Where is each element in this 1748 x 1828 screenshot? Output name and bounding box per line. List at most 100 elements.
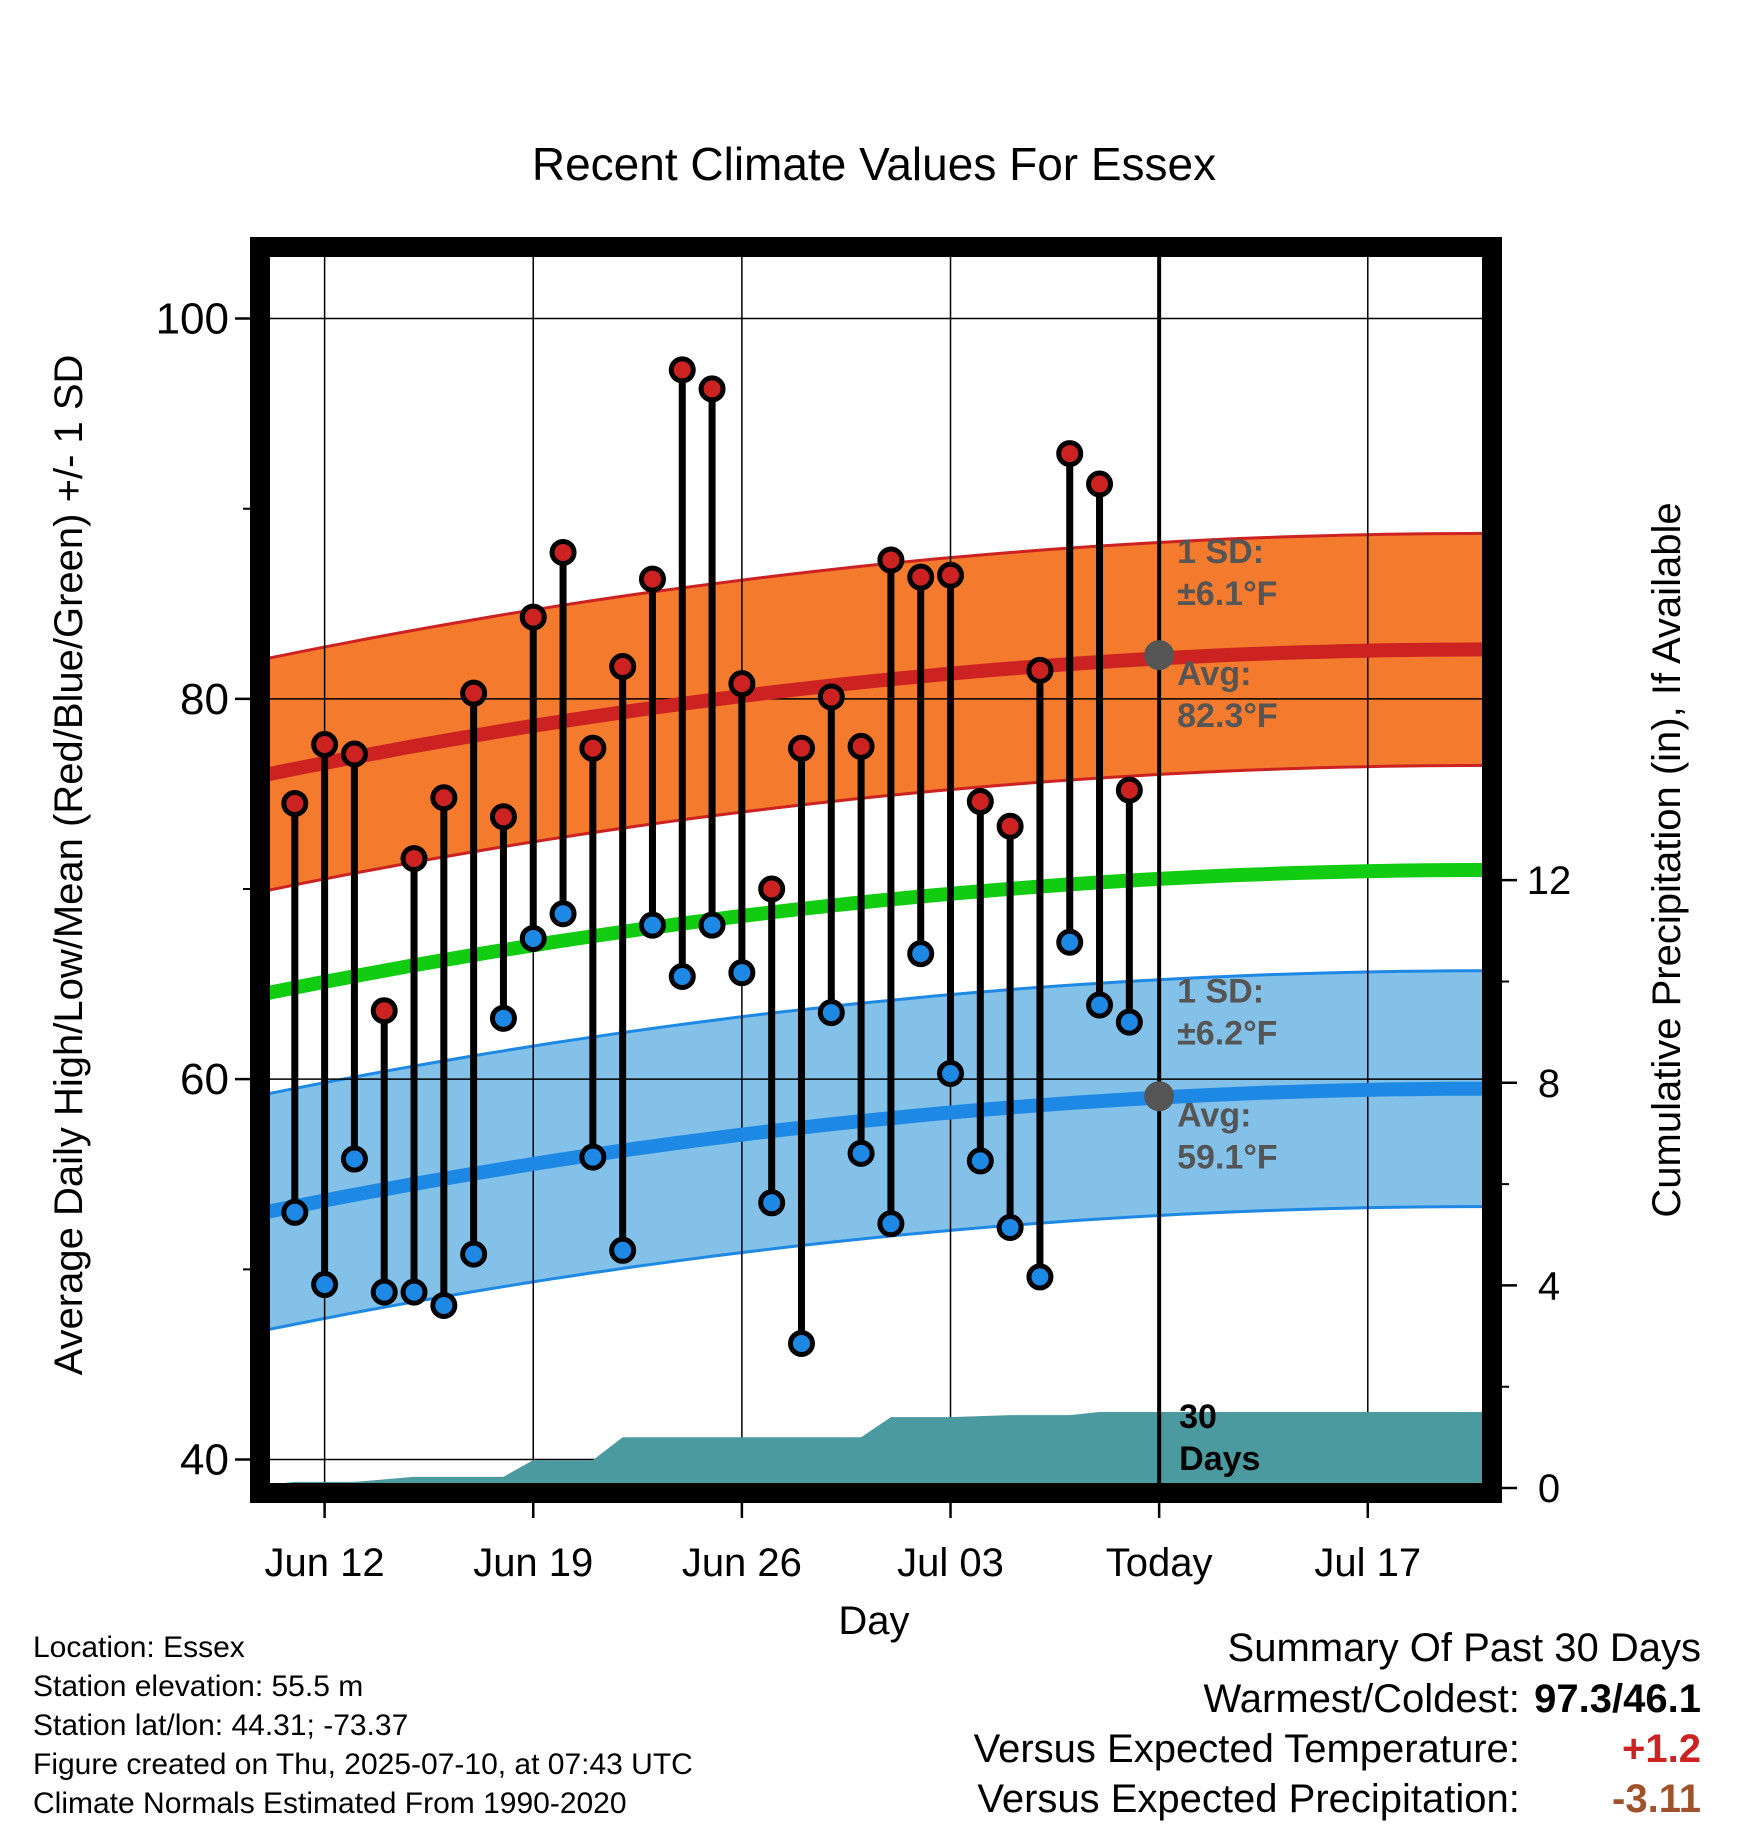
daily-low-point — [430, 1291, 458, 1319]
daily-high-point — [817, 683, 845, 711]
today-high-normal-marker — [1144, 640, 1175, 671]
daily-low-point — [1086, 991, 1114, 1019]
x-tick-label-0: Jun 12 — [265, 1541, 385, 1585]
x-axis-label: Day — [838, 1599, 909, 1643]
daily-high-point — [907, 563, 935, 591]
daily-high-point — [966, 788, 994, 816]
normal-low-band-lower-edge — [265, 1205, 1487, 1332]
summary-precip-label: Versus Expected Precipitation: — [977, 1777, 1520, 1821]
plot-area — [265, 252, 1487, 1488]
low-sd-value: ±6.2°F — [1177, 1014, 1277, 1052]
daily-high-point — [728, 670, 756, 698]
daily-low-point — [907, 940, 935, 968]
high-sd-label: 1 SD: — [1177, 533, 1264, 571]
daily-high-point — [1115, 776, 1143, 804]
summary-title: Summary Of Past 30 Days — [1227, 1626, 1701, 1670]
daily-low-point — [519, 924, 547, 952]
y-tick-label-60: 60 — [180, 1055, 229, 1104]
normal-high-band-upper-edge — [265, 531, 1487, 661]
daily-low-point — [460, 1240, 488, 1268]
x-tick-label-4: Today — [1106, 1541, 1213, 1585]
period-label-unit: Days — [1179, 1440, 1260, 1478]
daily-high-point — [877, 546, 905, 574]
daily-low-point — [1115, 1008, 1143, 1036]
low-avg-label: Avg: — [1177, 1096, 1251, 1134]
elevation-text: Station elevation: 55.5 m — [33, 1670, 364, 1703]
daily-low-point — [877, 1210, 905, 1238]
x-tick-label-1: Jun 19 — [473, 1541, 593, 1585]
normal-low-band-upper-edge — [265, 969, 1487, 1096]
daily-high-point — [430, 784, 458, 812]
summary-warmest-row: Warmest/Coldest: 97.3/46.1 — [801, 1674, 1702, 1724]
daily-high-point — [698, 375, 726, 403]
daily-high-point — [489, 803, 517, 831]
daily-low-point — [1056, 928, 1084, 956]
daily-high-point — [460, 679, 488, 707]
daily-low-point — [698, 911, 726, 939]
y2-tick-label-8: 8 — [1538, 1062, 1560, 1106]
high-avg-value: 82.3°F — [1177, 697, 1278, 735]
x-tick-label-3: Jul 03 — [897, 1541, 1004, 1585]
summary-temp-label: Versus Expected Temperature: — [973, 1727, 1520, 1771]
daily-high-point — [937, 561, 965, 589]
y2-tick-label-0: 0 — [1538, 1467, 1560, 1511]
normal-high-line — [265, 642, 1487, 782]
low-sd-label: 1 SD: — [1177, 972, 1264, 1010]
daily-low-point — [549, 900, 577, 928]
location-text: Location: Essex — [33, 1631, 245, 1664]
period-label-number: 30 — [1179, 1398, 1217, 1436]
daily-high-point — [1056, 440, 1084, 468]
daily-low-point — [966, 1147, 994, 1175]
chart-title: Recent Climate Values For Essex — [532, 138, 1216, 190]
daily-low-point — [340, 1145, 368, 1173]
daily-low-point — [638, 911, 666, 939]
daily-high-point — [847, 732, 875, 760]
daily-high-point — [579, 734, 607, 762]
daily-low-point — [400, 1278, 428, 1306]
high-sd-value: ±6.1°F — [1177, 575, 1277, 613]
summary-precip-value: -3.11 — [1612, 1777, 1701, 1821]
daily-high-point — [668, 356, 696, 384]
daily-high-point — [549, 538, 577, 566]
x-tick-label-5: Jul 17 — [1314, 1541, 1421, 1585]
y2-tick-label-4: 4 — [1538, 1264, 1560, 1308]
daily-high-point — [787, 734, 815, 762]
daily-low-point — [281, 1198, 309, 1226]
daily-low-point — [1026, 1263, 1054, 1291]
y-tick-label-40: 40 — [180, 1435, 229, 1484]
daily-low-point — [668, 962, 696, 990]
daily-high-point — [996, 812, 1024, 840]
normal-low-band — [265, 970, 1487, 1331]
daily-low-point — [787, 1329, 815, 1357]
summary-precip-row: Versus Expected Precipitation: -3.11 — [801, 1774, 1701, 1824]
daily-high-point — [1086, 470, 1114, 498]
daily-high-point — [281, 789, 309, 817]
summary-temp-value: +1.2 — [1622, 1727, 1701, 1771]
daily-low-point — [728, 959, 756, 987]
daily-high-point — [638, 565, 666, 593]
daily-high-point — [519, 603, 547, 631]
daily-low-point — [579, 1143, 607, 1171]
today-low-normal-marker — [1144, 1081, 1175, 1112]
summary-warmest-label: Warmest/Coldest: — [1203, 1677, 1520, 1721]
low-avg-value: 59.1°F — [1177, 1138, 1278, 1176]
daily-low-point — [847, 1139, 875, 1167]
summary-temp-row: Versus Expected Temperature: +1.2 — [801, 1724, 1701, 1774]
summary-warmest-value: 97.3/46.1 — [1534, 1677, 1701, 1721]
daily-low-point — [937, 1059, 965, 1087]
daily-high-point — [340, 740, 368, 768]
daily-low-point — [758, 1189, 786, 1217]
daily-low-point — [996, 1213, 1024, 1241]
summary-panel: Summary Of Past 30 Days Warmest/Coldest:… — [801, 1622, 1701, 1824]
y-tick-label-100: 100 — [156, 295, 229, 344]
y-tick-label-80: 80 — [180, 675, 229, 724]
daily-low-point — [609, 1236, 637, 1264]
normal-high-band-lower-edge — [265, 763, 1487, 893]
station-info: Location: Essex Station elevation: 55.5 … — [33, 1628, 693, 1823]
normal-low-line — [265, 1081, 1487, 1220]
daily-low-point — [489, 1004, 517, 1032]
daily-high-point — [1026, 656, 1054, 684]
precip-area — [265, 1412, 1487, 1488]
daily-high-point — [400, 845, 428, 873]
